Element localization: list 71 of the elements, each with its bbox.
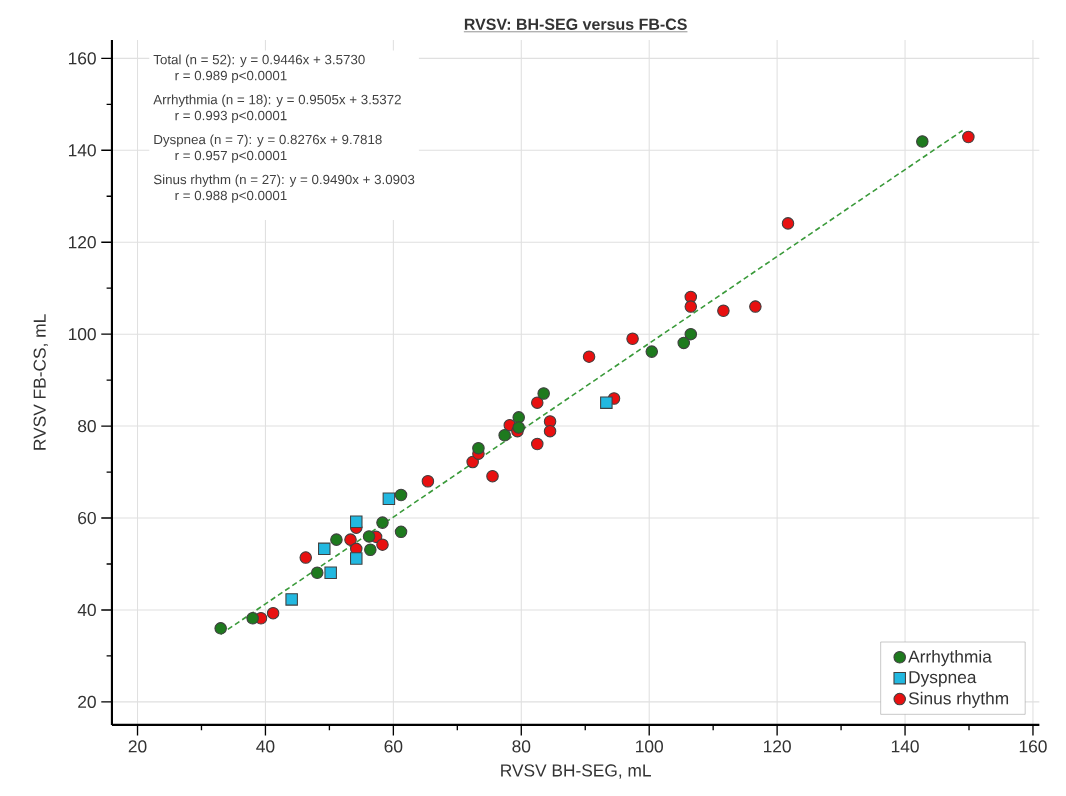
point <box>684 328 698 341</box>
x-tick-label: 160 <box>1019 740 1047 753</box>
x-axis-title: RVSV BH-SEG, mL <box>501 764 651 779</box>
chart-title: RVSV: BH-SEG versus FB-CS <box>464 18 687 31</box>
point <box>214 622 227 635</box>
annotation: Dyspnea (n = 7): y = 0.8276x + 9.7818 <box>154 134 382 148</box>
point <box>285 593 298 606</box>
x-tick-label: 40 <box>256 740 275 753</box>
annotation: Total (n = 52): y = 0.9446x + 3.5730 <box>153 54 365 68</box>
y-axis-title: RVSV FB-CS, mL <box>33 314 48 450</box>
legend-label: Arrhythmia <box>908 650 992 667</box>
point <box>364 543 377 557</box>
x-tick-label: 140 <box>891 740 919 753</box>
y-tick-label: 100 <box>68 328 96 341</box>
point <box>246 612 259 625</box>
point <box>421 475 435 488</box>
y-tick-label: 20 <box>78 696 96 709</box>
point <box>531 438 544 451</box>
annotation: r = 0.989 p<0.0001 <box>175 71 287 84</box>
point <box>531 396 544 410</box>
point <box>362 530 376 543</box>
point <box>394 489 408 502</box>
annotation: r = 0.957 p<0.0001 <box>175 151 287 164</box>
point <box>645 345 659 359</box>
point <box>376 516 389 530</box>
point <box>350 515 363 529</box>
point <box>376 538 389 552</box>
point <box>582 350 596 364</box>
point <box>310 566 324 580</box>
point <box>684 300 698 314</box>
y-tick-label: 80 <box>78 420 96 433</box>
annotation: r = 0.988 p<0.0001 <box>175 191 287 204</box>
point <box>266 607 280 620</box>
x-tick-label: 60 <box>384 740 403 753</box>
x-tick-label: 20 <box>128 740 147 753</box>
point <box>472 442 485 455</box>
x-tick-label: 120 <box>763 740 791 753</box>
point <box>324 566 337 580</box>
point <box>486 470 499 483</box>
point <box>394 525 408 539</box>
point <box>537 387 550 400</box>
point <box>543 425 557 438</box>
legend-label: Sinus rhythm <box>908 692 1009 709</box>
annotation: Arrhythmia (n = 18): y = 0.9505x + 3.5372 <box>153 94 401 108</box>
y-tick-label: 120 <box>68 236 96 249</box>
point <box>330 533 343 547</box>
point <box>916 135 929 149</box>
point <box>781 217 795 230</box>
point <box>600 396 613 410</box>
y-tick-label: 40 <box>77 604 96 617</box>
point <box>677 336 691 350</box>
point <box>962 130 975 144</box>
point <box>749 300 762 314</box>
y-tick-label: 160 <box>68 52 96 65</box>
legend-label: Dyspnea <box>909 671 977 687</box>
annotation: Sinus rhythm (n = 27): y = 0.9490x + 3.0903 <box>153 174 415 188</box>
y-tick-label: 140 <box>68 144 96 157</box>
point <box>626 332 639 346</box>
x-tick-label: 80 <box>512 740 531 753</box>
y-tick-label: 60 <box>78 512 96 525</box>
annotation: r = 0.993 p<0.0001 <box>175 111 287 124</box>
point <box>318 542 331 556</box>
point <box>498 429 511 442</box>
point <box>512 421 525 434</box>
point <box>344 533 357 547</box>
point <box>512 411 525 424</box>
point <box>299 551 313 565</box>
point <box>350 552 363 565</box>
point <box>717 304 730 318</box>
point <box>382 492 396 506</box>
x-tick-label: 100 <box>636 740 663 753</box>
